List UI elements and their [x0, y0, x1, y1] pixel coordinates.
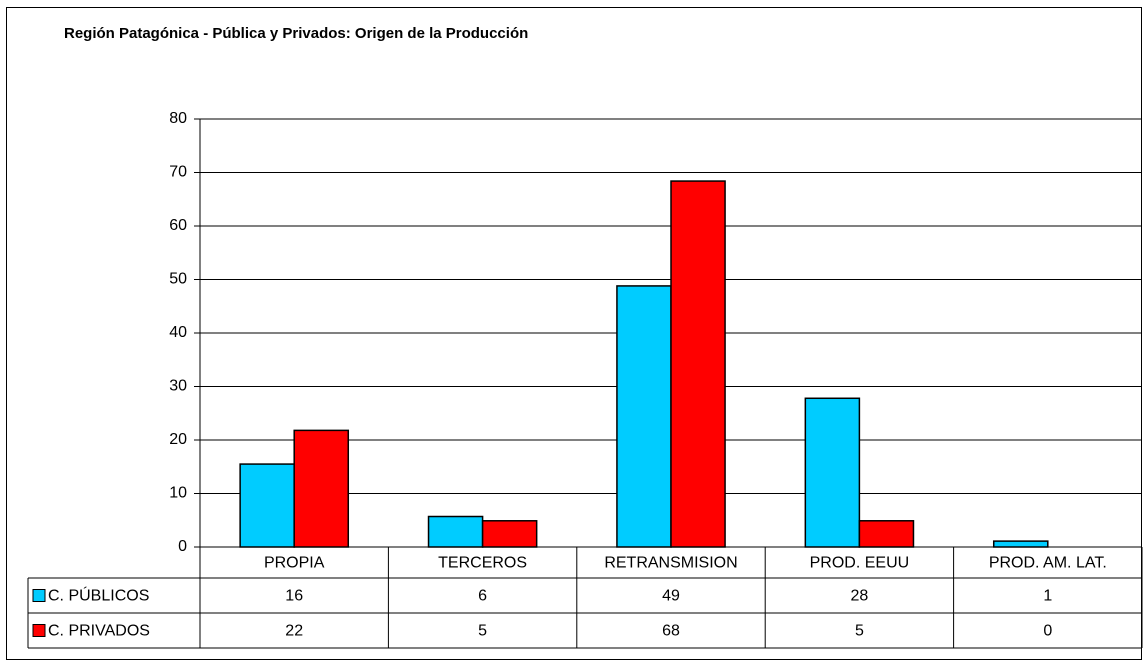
y-tick-label: 30 — [169, 378, 187, 395]
bar — [992, 540, 1049, 548]
table-value: 16 — [285, 588, 303, 605]
bar — [804, 397, 861, 548]
table-value: 5 — [855, 623, 864, 640]
table-value: 6 — [478, 588, 487, 605]
bar — [239, 463, 295, 548]
y-tick-label: 60 — [169, 217, 187, 234]
table-value: 22 — [285, 623, 303, 640]
y-tick-label: 0 — [178, 538, 187, 555]
y-tick-label: 40 — [169, 324, 187, 341]
table-value: 1 — [1043, 588, 1052, 605]
legend-label: C. PÚBLICOS — [48, 586, 149, 605]
y-tick-label: 70 — [169, 164, 187, 181]
bar — [616, 285, 672, 548]
bar — [293, 429, 350, 548]
y-tick-label: 50 — [169, 271, 187, 288]
bar — [858, 520, 915, 548]
x-tick-label: PROD. EEUU — [810, 555, 910, 572]
x-tick-label: PROD. AM. LAT. — [989, 555, 1107, 572]
bar — [427, 515, 484, 548]
table-value: 0 — [1043, 623, 1052, 640]
x-tick-label: TERCEROS — [438, 555, 527, 572]
table-value: 28 — [851, 588, 869, 605]
bar — [481, 520, 538, 548]
x-tick-label: RETRANSMISION — [604, 555, 737, 572]
y-tick-label: 10 — [169, 485, 187, 502]
legend-label: C. PRIVADOS — [48, 623, 150, 640]
legend-swatch — [32, 624, 46, 637]
y-tick-label: 80 — [169, 110, 187, 127]
table-value: 68 — [662, 623, 680, 640]
y-tick-label: 20 — [169, 431, 187, 448]
table-value: 49 — [662, 588, 680, 605]
bar — [670, 180, 726, 548]
x-tick-label: PROPIA — [264, 555, 325, 572]
chart-title: Región Patagónica - Pública y Privados: … — [64, 25, 528, 42]
table-value: 5 — [478, 623, 487, 640]
legend-swatch — [32, 589, 46, 602]
